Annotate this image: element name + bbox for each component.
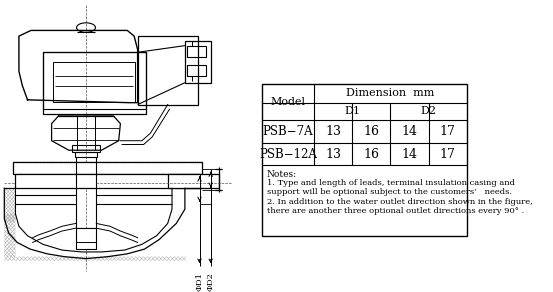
Text: D2: D2 bbox=[421, 106, 437, 116]
Bar bbox=[13, 162, 202, 174]
Text: 14: 14 bbox=[401, 125, 418, 138]
Text: 16: 16 bbox=[363, 125, 379, 138]
Text: Dimension  mm: Dimension mm bbox=[346, 88, 435, 98]
Bar bbox=[43, 52, 146, 114]
Bar bbox=[262, 84, 467, 236]
Text: 2. In addition to the water outlet direction shown in the figure,: 2. In addition to the water outlet direc… bbox=[267, 198, 533, 206]
Text: 17: 17 bbox=[440, 147, 456, 161]
Text: D1: D1 bbox=[344, 106, 360, 116]
Bar bbox=[138, 36, 198, 105]
Bar bbox=[187, 65, 206, 76]
Text: ΦD2: ΦD2 bbox=[207, 272, 215, 291]
Text: there are another three optional outlet directions every 90° .: there are another three optional outlet … bbox=[267, 207, 524, 215]
Bar bbox=[168, 174, 220, 188]
Text: 13: 13 bbox=[325, 147, 341, 161]
Bar bbox=[187, 46, 206, 57]
Text: PSB−7A: PSB−7A bbox=[263, 125, 314, 138]
Bar bbox=[43, 52, 146, 109]
Text: 1. Type and length of leads, terminal insulation casing and: 1. Type and length of leads, terminal in… bbox=[267, 179, 515, 187]
Bar bbox=[15, 174, 200, 188]
Text: Model: Model bbox=[270, 97, 306, 107]
Bar bbox=[72, 145, 100, 152]
Text: 14: 14 bbox=[401, 147, 418, 161]
Text: PSB−12A: PSB−12A bbox=[259, 147, 317, 161]
Bar bbox=[53, 62, 135, 102]
Text: 16: 16 bbox=[363, 147, 379, 161]
Text: Notes:: Notes: bbox=[267, 170, 297, 179]
Bar bbox=[75, 152, 97, 157]
Text: 13: 13 bbox=[325, 125, 341, 138]
Text: support will be optional subject to the customers’   needs.: support will be optional subject to the … bbox=[267, 188, 512, 196]
Text: ΦD1: ΦD1 bbox=[196, 272, 204, 291]
Bar bbox=[76, 228, 96, 249]
Bar bbox=[185, 41, 211, 83]
Text: 17: 17 bbox=[440, 125, 456, 138]
